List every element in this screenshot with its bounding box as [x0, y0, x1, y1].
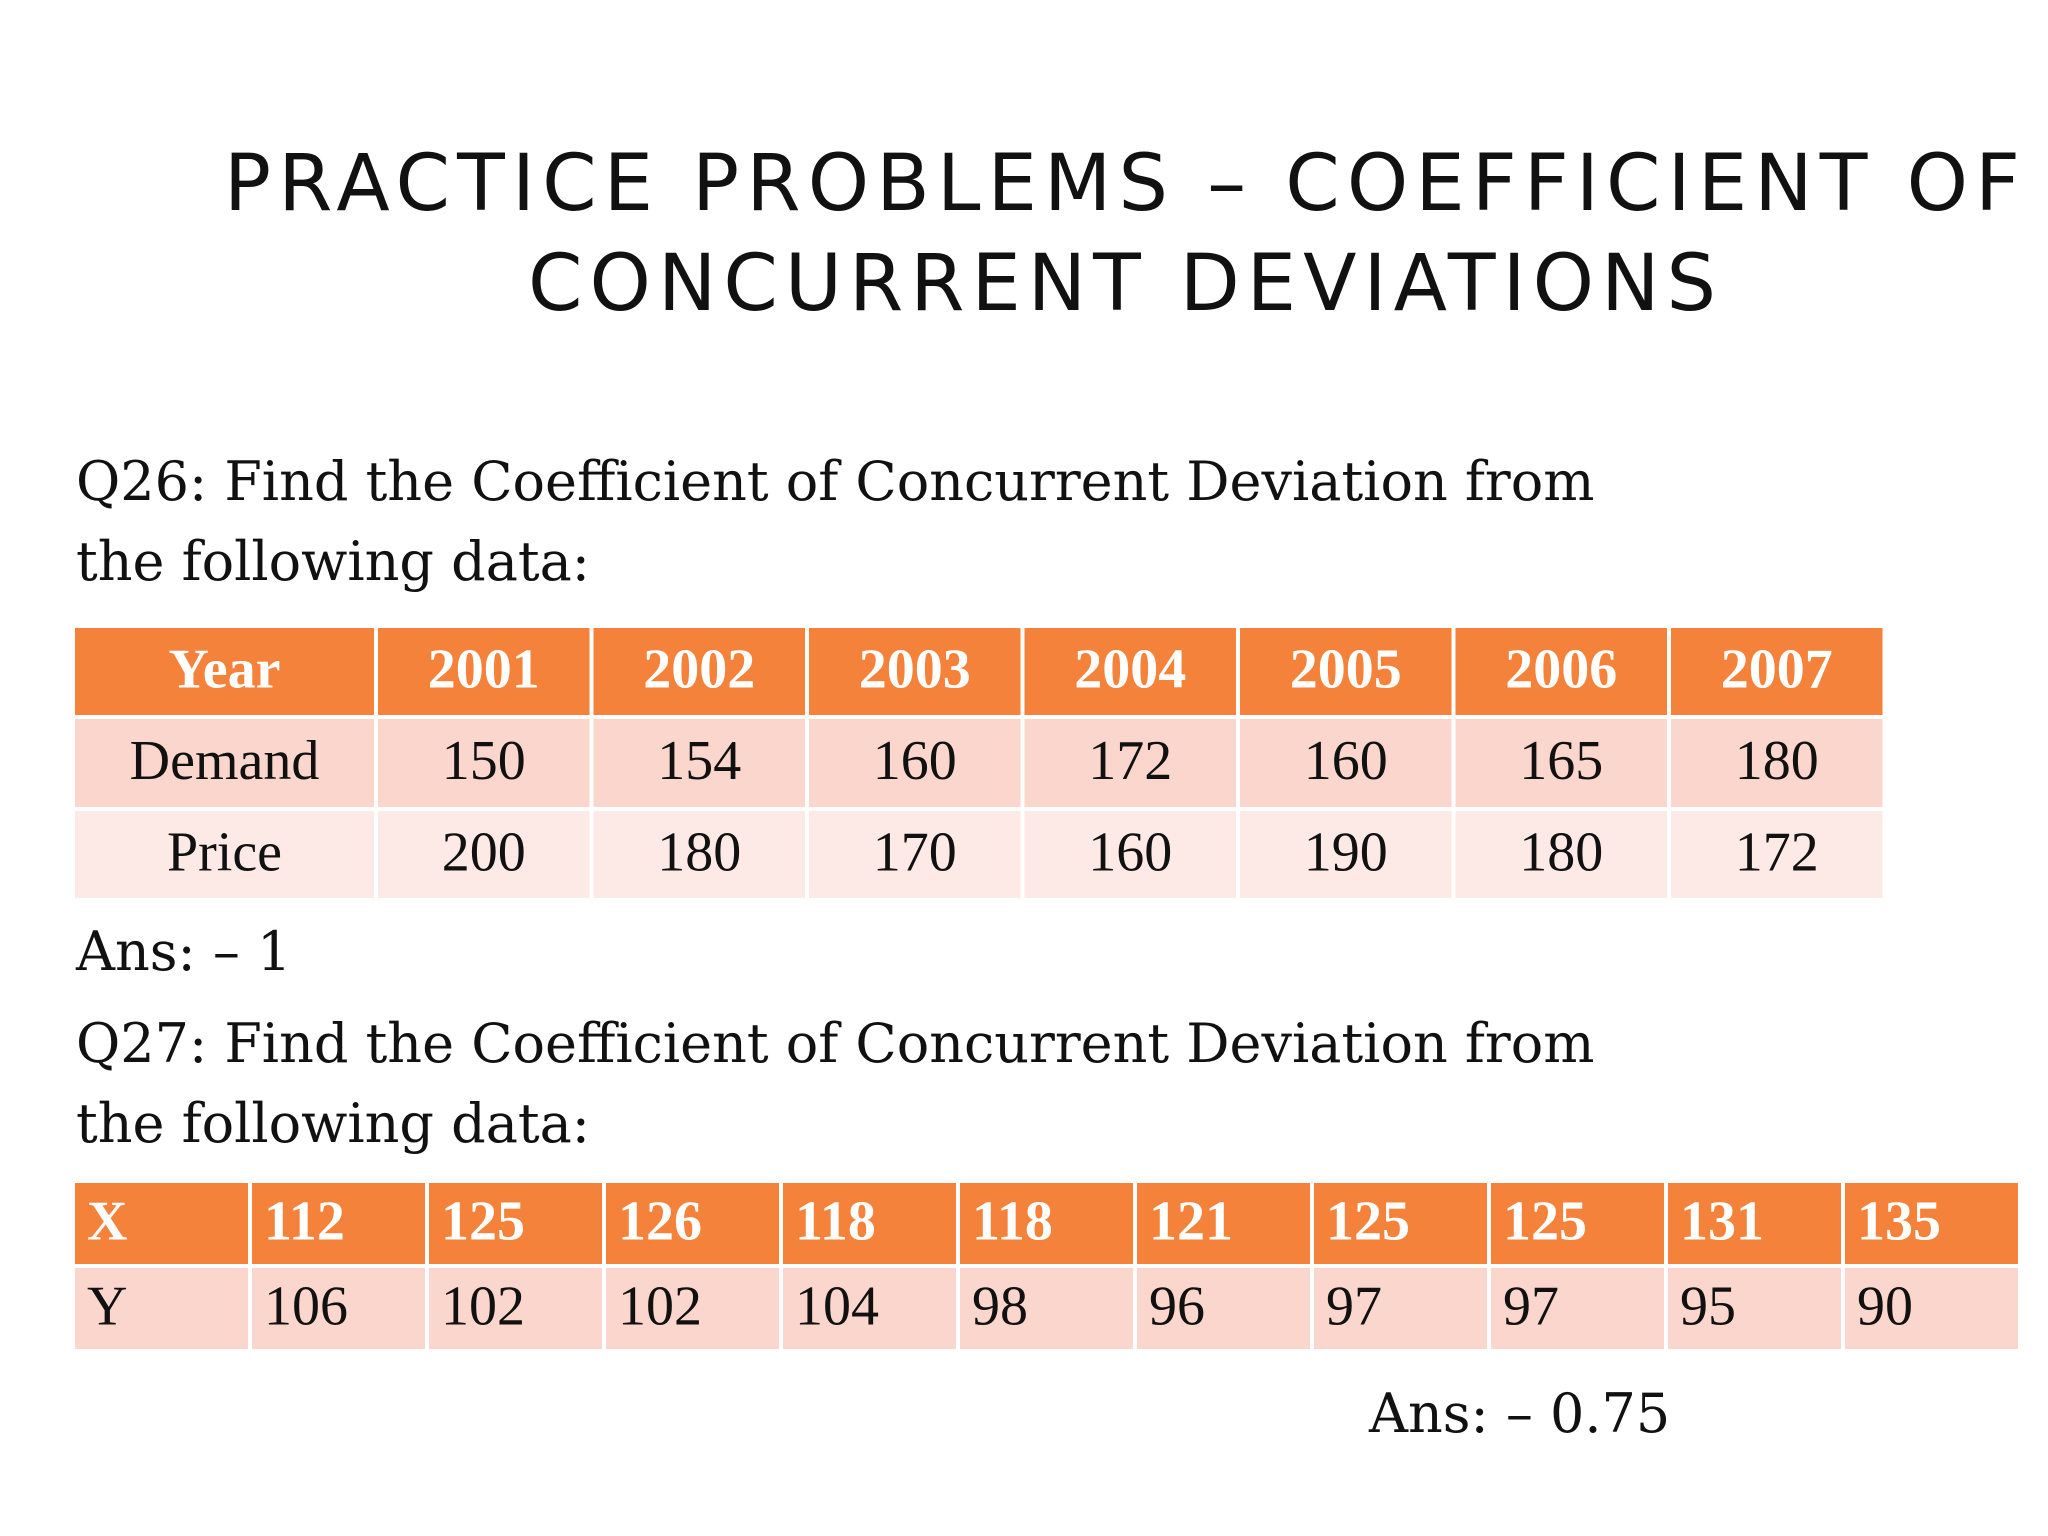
cell-text: 165: [1519, 730, 1603, 792]
cell-text: 102: [618, 1275, 702, 1337]
header-cell-text: X: [87, 1190, 127, 1252]
answer: Ans: – 1: [75, 920, 291, 983]
header-cell-text: 125: [1326, 1190, 1410, 1252]
table-cell: [425, 1179, 606, 1268]
answer: Ans: – 0.75: [1368, 1382, 1670, 1445]
table-cell: [1236, 624, 1456, 719]
header-cell-text: 125: [441, 1190, 525, 1252]
table-cell: [779, 1179, 960, 1268]
header-cell-text: 2001: [428, 638, 540, 700]
table-cell: [374, 715, 594, 811]
table-cell: [1667, 807, 1887, 902]
cell-text: 172: [1088, 730, 1172, 792]
header-cell-text: 2003: [859, 638, 971, 700]
table-cell: [1664, 1264, 1845, 1353]
cell-text: 96: [1149, 1275, 1205, 1337]
header-cell-text: 2004: [1074, 638, 1186, 700]
cell-text: 102: [441, 1275, 525, 1337]
header-cell-text: 2007: [1721, 638, 1833, 700]
cell-text: 106: [264, 1275, 348, 1337]
question-text: Q27: Find the Coefficient of Concurrent …: [76, 1012, 1594, 1075]
table-cell: [71, 1264, 252, 1353]
cell-text: 200: [442, 821, 526, 883]
cell-text: 190: [1304, 821, 1388, 883]
cell-text: 160: [1304, 730, 1388, 792]
cell-text: 172: [1735, 821, 1819, 883]
cell-text: 180: [657, 821, 741, 883]
header-cell-text: 131: [1680, 1190, 1764, 1252]
table-cell: [1841, 1264, 2022, 1353]
cell-text: Y: [87, 1275, 127, 1337]
title-line: PRACTICE PROBLEMS – COEFFICIENT OF: [224, 139, 2020, 229]
header-cell-text: 121: [1149, 1190, 1233, 1252]
cell-text: 180: [1735, 730, 1819, 792]
table-cell: [1667, 715, 1887, 811]
table-cell: [1133, 1264, 1314, 1353]
table-cell: [1667, 624, 1887, 719]
table-cell: [589, 807, 809, 902]
cell-text: 97: [1326, 1275, 1382, 1337]
header-cell-text: 118: [972, 1190, 1053, 1252]
header-cell-text: 112: [264, 1190, 345, 1252]
table-cell: [956, 1264, 1137, 1353]
title-line: CONCURRENT DEVIATIONS: [528, 239, 1716, 329]
table-cell: [805, 807, 1025, 902]
cell-text: 98: [972, 1275, 1028, 1337]
cell-text: 95: [1680, 1275, 1736, 1337]
question-text: the following data:: [76, 1092, 590, 1155]
table-cell: [248, 1264, 429, 1353]
cell-text: 104: [795, 1275, 879, 1337]
cell-text: Demand: [130, 730, 320, 792]
table-cell: [1133, 1179, 1314, 1268]
table-cell: [71, 624, 378, 719]
cell-text: 170: [873, 821, 957, 883]
table-cell: [779, 1264, 960, 1353]
table-cell: [1020, 807, 1240, 902]
header-cell-text: 2006: [1505, 638, 1617, 700]
header-cell-text: 135: [1857, 1190, 1941, 1252]
header-cell-text: 2005: [1290, 638, 1402, 700]
table-cell: [71, 807, 378, 902]
cell-text: 180: [1519, 821, 1603, 883]
question-text: Q26: Find the Coefficient of Concurrent …: [76, 450, 1594, 513]
header-cell-text: 125: [1503, 1190, 1587, 1252]
question-text: the following data:: [76, 530, 590, 593]
table-cell: [374, 624, 594, 719]
header-cell-text: 2002: [643, 638, 755, 700]
table-cell: [805, 715, 1025, 811]
cell-text: 160: [1088, 821, 1172, 883]
header-cell-text: 118: [795, 1190, 876, 1252]
cell-text: 154: [657, 730, 741, 792]
table-cell: [1236, 807, 1456, 902]
cell-text: 150: [442, 730, 526, 792]
table-cell: [1236, 715, 1456, 811]
header-cell-text: 126: [618, 1190, 702, 1252]
cell-text: 97: [1503, 1275, 1559, 1337]
cell-text: 90: [1857, 1275, 1913, 1337]
header-cell-text: Year: [169, 638, 281, 700]
cell-text: 160: [873, 730, 957, 792]
cell-text: Price: [167, 821, 282, 883]
table-cell: [425, 1264, 606, 1353]
table-cell: [1451, 807, 1671, 902]
